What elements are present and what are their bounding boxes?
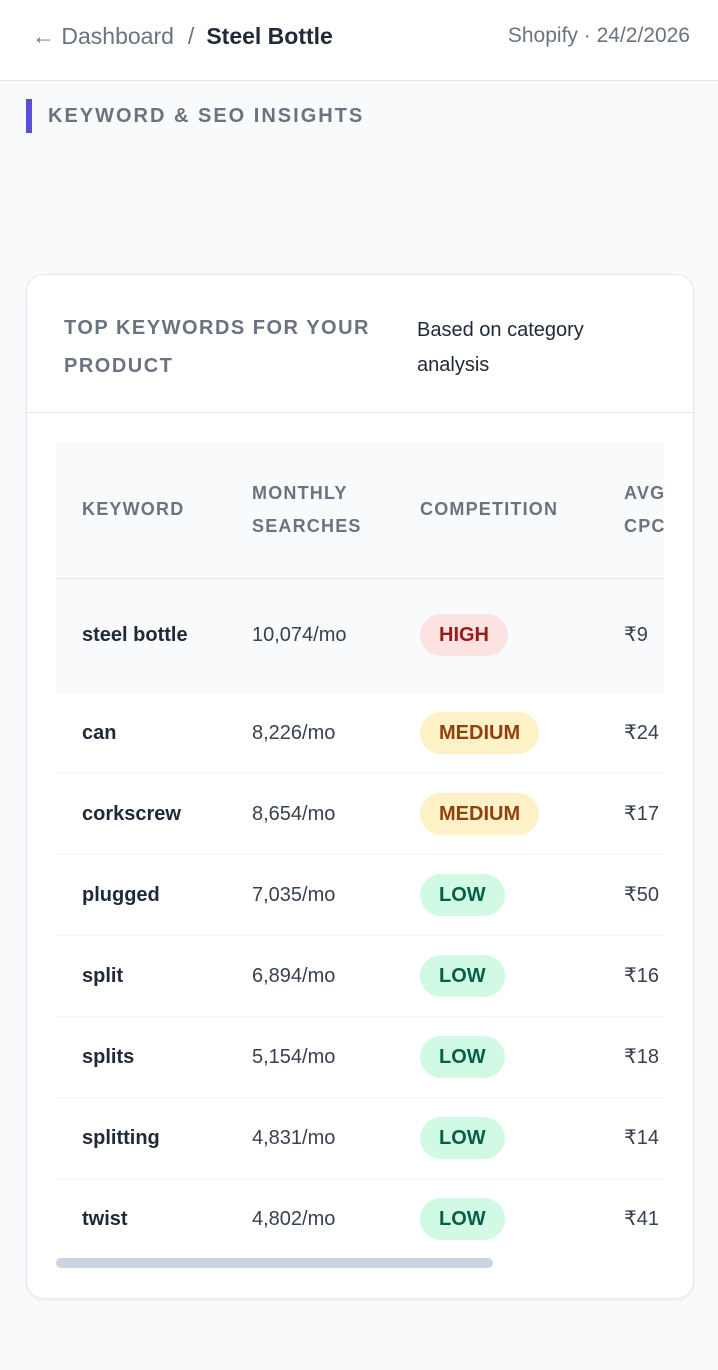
keyword-cell: plugged	[56, 854, 226, 936]
cell: 8,654/mo	[226, 773, 394, 855]
header-row: KEYWORD MONTHLY SEARCHES COMPETITION AVG CP…	[56, 442, 664, 579]
card-header: TOP KEYWORDS FOR YOUR PRODUCT Based on c…	[27, 275, 693, 413]
keyword-cell: twist	[56, 1178, 226, 1259]
card-subtitle: Based on category analysis	[417, 319, 584, 376]
keyword-cell: steel bottle	[56, 578, 226, 693]
card-title: TOP KEYWORDS FOR YOUR PRODUCT	[64, 317, 370, 377]
column-header: AVG CPC (₹)	[598, 442, 664, 579]
column-header: COMPETITION	[394, 442, 598, 579]
top-bar: ← Dashboard / Steel Bottle Shopify · 24/2/…	[0, 0, 718, 81]
cell: ₹50	[598, 854, 664, 936]
keyword-cell: can	[56, 692, 226, 774]
cell: LOW	[394, 935, 598, 1017]
keyword-table: KEYWORD MONTHLY SEARCHES COMPETITION AVG CP…	[56, 442, 664, 1259]
cell: 4,831/mo	[226, 1097, 394, 1179]
cell: 5,154/mo	[226, 1016, 394, 1098]
competition-badge: LOW	[420, 873, 505, 916]
table-row: twist 4,802/mo LOW ₹41	[56, 1178, 664, 1259]
table-row: can 8,226/mo MEDIUM ₹24	[56, 692, 664, 774]
table-row: splitting 4,831/mo LOW ₹14	[56, 1097, 664, 1179]
table-row: plugged 7,035/mo LOW ₹50	[56, 854, 664, 936]
cell: ₹17	[598, 773, 664, 855]
table-row: steel bottle 10,074/mo HIGH ₹9	[56, 578, 664, 693]
cell: LOW	[394, 1097, 598, 1179]
cell: HIGH	[394, 578, 598, 693]
cell: ₹16	[598, 935, 664, 1017]
cell: LOW	[394, 1016, 598, 1098]
table-row: splits 5,154/mo LOW ₹18	[56, 1016, 664, 1098]
cell: ₹41	[598, 1178, 664, 1259]
competition-badge: LOW	[420, 954, 505, 997]
column-header: KEYWORD	[56, 442, 226, 579]
cell: LOW	[394, 854, 598, 936]
cell: 10,074/mo	[226, 578, 394, 693]
competition-badge: LOW	[420, 1116, 505, 1159]
scrollbar[interactable]	[56, 1258, 493, 1268]
cell: 6,894/mo	[226, 935, 394, 1017]
keyword-cell: splitting	[56, 1097, 226, 1179]
competition-badge: MEDIUM	[420, 711, 540, 754]
table-body: steel bottle 10,074/mo HIGH ₹9 can 8,226/mo ME…	[56, 578, 664, 1259]
competition-badge: HIGH	[420, 614, 508, 656]
table-row: corkscrew 8,654/mo MEDIUM ₹17	[56, 773, 664, 855]
table-row: split 6,894/mo LOW ₹16	[56, 935, 664, 1017]
competition-badge: LOW	[420, 1197, 505, 1240]
cell: 4,802/mo	[226, 1178, 394, 1259]
card: TOP KEYWORDS FOR YOUR PRODUCT Based on c…	[26, 274, 694, 1299]
cell: ₹9	[598, 578, 664, 693]
cell: LOW	[394, 1178, 598, 1259]
meta: Shopify · 24/2/2026	[507, 24, 690, 47]
cell: MEDIUM	[394, 773, 598, 855]
competition-badge: LOW	[420, 1035, 505, 1078]
cell: MEDIUM	[394, 692, 598, 774]
cell: ₹24	[598, 692, 664, 774]
section-title: KEYWORD & SEO INSIGHTS	[26, 99, 364, 133]
cell: ₹14	[598, 1097, 664, 1179]
back-link[interactable]: ← Dashboard	[32, 23, 174, 49]
separator: /	[187, 23, 195, 49]
keyword-cell: split	[56, 935, 226, 1017]
cell: 7,035/mo	[226, 854, 394, 936]
current-page: Steel Bottle	[206, 23, 333, 49]
cell: 8,226/mo	[226, 692, 394, 774]
keyword-cell: splits	[56, 1016, 226, 1098]
competition-badge: MEDIUM	[420, 792, 540, 835]
breadcrumb: ← Dashboard / Steel Bottle	[32, 22, 333, 50]
keyword-cell: corkscrew	[56, 773, 226, 855]
column-header: MONTHLY SEARCHES	[226, 442, 394, 579]
table-scroll[interactable]: KEYWORD MONTHLY SEARCHES COMPETITION AVG CP…	[56, 442, 664, 1259]
cell: ₹18	[598, 1016, 664, 1098]
